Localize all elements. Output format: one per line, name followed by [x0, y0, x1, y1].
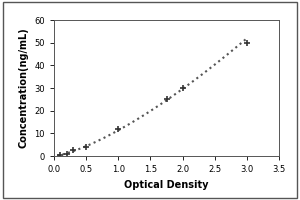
Y-axis label: Concentration(ng/mL): Concentration(ng/mL): [19, 28, 29, 148]
X-axis label: Optical Density: Optical Density: [124, 180, 209, 190]
